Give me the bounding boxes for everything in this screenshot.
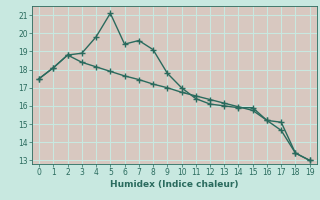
X-axis label: Humidex (Indice chaleur): Humidex (Indice chaleur) bbox=[110, 180, 239, 189]
